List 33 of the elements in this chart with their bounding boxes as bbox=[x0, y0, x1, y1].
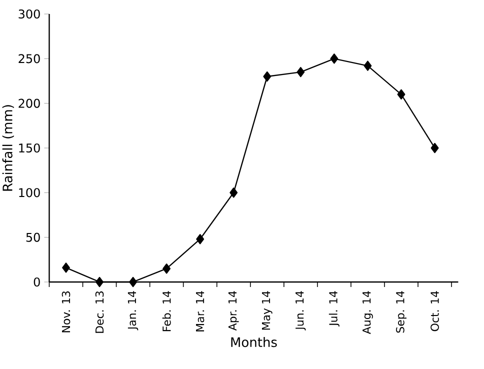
x-tick-label: Apr. 14 bbox=[228, 291, 239, 331]
x-tick-label: Mar. 14 bbox=[196, 291, 204, 332]
x-tick-label: Oct. 14 bbox=[430, 291, 439, 332]
point bbox=[162, 263, 171, 274]
x-tick-label: Jan. 14 bbox=[128, 291, 138, 330]
x-tick-label: Dec. 13 bbox=[95, 291, 104, 333]
x-axis-title: Months bbox=[231, 337, 277, 348]
x-tick-label: Feb. 14 bbox=[162, 291, 171, 332]
point bbox=[263, 71, 272, 82]
y-tick-label: 250 bbox=[18, 54, 40, 64]
x-tick-label: May 14 bbox=[262, 291, 272, 330]
x-tick-label: Jun. 14 bbox=[296, 291, 306, 330]
y-tick-label: 200 bbox=[18, 98, 40, 108]
y-tick-label: 150 bbox=[19, 143, 40, 153]
x-tick-label: Sep. 14 bbox=[396, 291, 406, 333]
point bbox=[196, 234, 204, 244]
point bbox=[296, 66, 305, 78]
point bbox=[430, 142, 439, 154]
point bbox=[364, 60, 372, 71]
y-tick-label: 300 bbox=[18, 9, 40, 19]
y-tick-label: 0 bbox=[34, 277, 40, 287]
point bbox=[397, 89, 406, 100]
y-tick-label: 100 bbox=[19, 188, 40, 198]
x-tick-label: Nov. 13 bbox=[62, 291, 70, 332]
point bbox=[330, 54, 338, 64]
point bbox=[129, 276, 138, 288]
point bbox=[62, 262, 70, 273]
point bbox=[230, 188, 238, 198]
y-axis-title: Rainfall (mm) bbox=[2, 105, 14, 191]
x-tick-label: Aug. 14 bbox=[362, 291, 373, 334]
x-tick-label: Jul. 14 bbox=[328, 291, 340, 327]
y-tick-label: 50 bbox=[26, 232, 40, 242]
point bbox=[96, 276, 104, 288]
